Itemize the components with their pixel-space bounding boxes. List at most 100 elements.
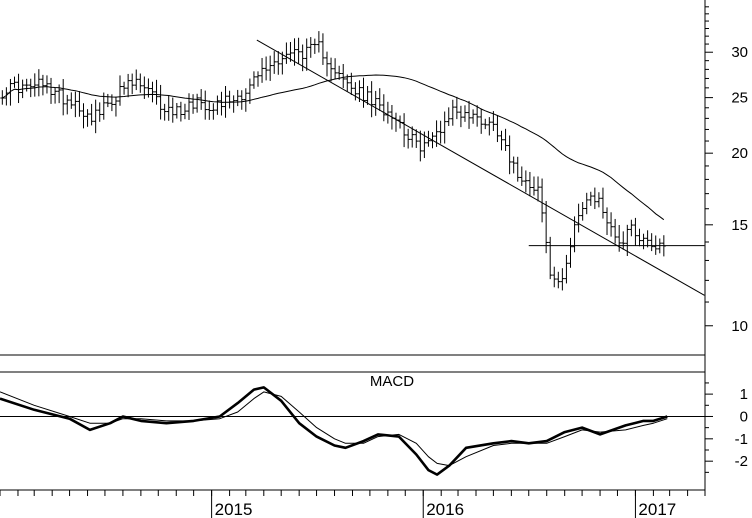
price-bar [69, 92, 74, 109]
price-bar [402, 113, 407, 148]
axes [0, 0, 706, 491]
x-year-label: 2017 [638, 500, 676, 518]
price-bar [353, 82, 358, 101]
price-bar [308, 37, 313, 58]
price-bar [536, 176, 541, 202]
price-bar [406, 128, 411, 149]
price-bar [592, 187, 597, 210]
macd-tick-label: 0 [740, 408, 748, 425]
price-bar [122, 81, 127, 95]
moving-average-long-line [2, 74, 665, 221]
price-bar [544, 200, 549, 254]
price-bar [519, 166, 524, 186]
price-bar [73, 91, 78, 118]
price-bar [515, 156, 520, 182]
price-bar [207, 100, 212, 120]
price-bar [288, 41, 293, 62]
price-bar [479, 108, 484, 134]
price-bar [454, 96, 459, 120]
macd-tick-label: -2 [735, 453, 748, 470]
price-bar [211, 103, 216, 120]
price-y-axis: 10 15 20 25 30 [705, 6, 748, 335]
price-bar [588, 191, 593, 206]
price-bar [85, 109, 90, 127]
price-bar [576, 203, 581, 233]
price-bar [304, 38, 309, 71]
price-bar [410, 126, 415, 148]
price-tick-label: 30 [731, 44, 748, 61]
price-bar [89, 103, 94, 126]
price-bar [560, 268, 565, 291]
price-bar [491, 111, 496, 131]
price-bar [446, 107, 451, 127]
x-year-label: 2015 [215, 500, 253, 518]
price-bar [621, 231, 626, 250]
price-bar [475, 105, 480, 127]
price-bar [503, 128, 508, 151]
price-bar [345, 74, 350, 92]
price-bar [531, 176, 536, 196]
price-bar [527, 171, 532, 197]
price-bar [199, 89, 204, 110]
price-bar [272, 51, 277, 74]
macd-tick-label: -1 [735, 431, 748, 448]
price-bar [568, 237, 573, 268]
price-bar [239, 90, 244, 110]
price-bar [24, 78, 29, 92]
price-bar [511, 156, 516, 174]
price-bar [150, 81, 155, 103]
trendline-1 [256, 39, 705, 296]
price-bar [296, 37, 301, 65]
price-bar [442, 111, 447, 144]
price-bar [483, 118, 488, 130]
price-bar [12, 76, 17, 88]
price-bar [16, 73, 21, 104]
price-bar [629, 219, 634, 237]
price-bar [126, 73, 131, 98]
price-bar [572, 216, 577, 253]
price-bar [166, 95, 171, 121]
price-bar [162, 103, 167, 121]
price-bar [369, 81, 374, 118]
price-bar [414, 129, 419, 148]
macd-title: MACD [370, 373, 414, 390]
price-bar [61, 79, 66, 116]
price-tick-label: 25 [731, 90, 748, 107]
price-bar [235, 89, 240, 107]
price-bar [600, 187, 605, 219]
price-bar [264, 56, 269, 81]
price-bar [187, 93, 192, 120]
macd-line [0, 386, 668, 476]
price-bar [324, 51, 329, 77]
price-bar [499, 130, 504, 151]
price-bar [365, 86, 370, 105]
price-bar [471, 109, 476, 124]
x-axis: 2015 2016 2017 [0, 490, 706, 518]
price-bar [341, 63, 346, 89]
price-bar [191, 94, 196, 114]
price-bar [174, 102, 179, 119]
price-bar [552, 266, 557, 288]
price-bar [645, 230, 650, 248]
macd-signal-line [0, 391, 668, 467]
price-bar [373, 90, 378, 116]
price-bar [65, 94, 70, 115]
price-bar [605, 207, 610, 235]
price-bar [381, 94, 386, 122]
price-bar [4, 87, 9, 106]
price-bars [0, 31, 666, 291]
price-bar [44, 75, 49, 94]
x-year-label: 2016 [426, 500, 464, 518]
price-bar [548, 236, 553, 280]
price-bar [268, 55, 273, 81]
price-bar [154, 79, 159, 105]
price-bar [438, 120, 443, 144]
price-bar [49, 77, 54, 104]
price-tick-label: 15 [731, 217, 748, 234]
price-bar [564, 254, 569, 284]
price-bar [195, 93, 200, 113]
price-bar [243, 88, 248, 112]
price-bar [377, 88, 382, 111]
price-tick-label: 10 [731, 318, 748, 335]
